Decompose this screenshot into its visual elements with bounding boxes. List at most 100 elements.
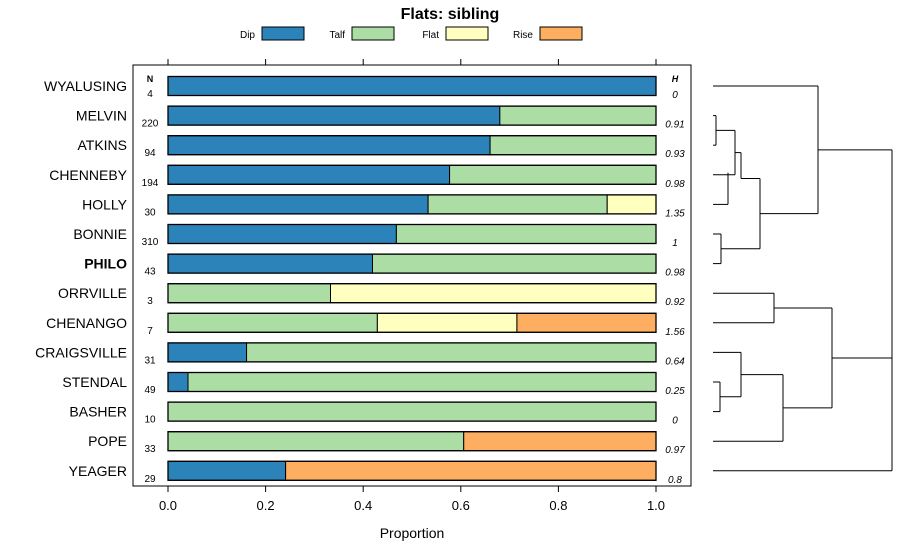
n-value: 29 <box>144 474 156 485</box>
legend-label-talf: Talf <box>329 30 345 41</box>
bar-segment-talf <box>187 372 657 392</box>
category-label: STENDAL <box>62 374 127 390</box>
bar-outline <box>167 75 657 97</box>
bar-row-wyalusing <box>167 75 657 97</box>
category-label: POPE <box>88 433 127 449</box>
n-value: 310 <box>142 237 159 248</box>
bar-segment-talf <box>246 342 657 363</box>
h-value: 1.35 <box>665 208 685 219</box>
category-label: HOLLY <box>82 196 128 212</box>
chart-title: Flats: sibling <box>401 6 500 23</box>
bar-outline <box>167 342 657 363</box>
bar-outline <box>167 253 657 274</box>
x-tick-label: 0.4 <box>354 498 372 513</box>
legend-label-rise: Rise <box>513 30 533 41</box>
top-axis-ticks <box>167 59 657 65</box>
n-header: N <box>147 74 154 84</box>
bar-outline <box>167 283 657 304</box>
bar-segment-dip <box>167 105 501 126</box>
bar-segment-flat <box>330 283 657 304</box>
bar-outline <box>167 105 657 126</box>
category-label: ATKINS <box>77 137 127 153</box>
bar-row-bonnie <box>167 223 657 245</box>
plot-frame <box>132 64 692 487</box>
bar-row-pope <box>167 431 657 452</box>
h-value: 0.97 <box>665 445 685 456</box>
category-label: CHENANGO <box>46 315 127 331</box>
bar-segment-dip <box>167 194 429 215</box>
h-value: 0.8 <box>668 475 682 486</box>
bar-row-yeager <box>167 460 657 481</box>
h-value: 0 <box>672 90 678 101</box>
bar-outline <box>167 312 657 333</box>
bar-segment-flat <box>606 194 657 215</box>
x-tick-label: 1.0 <box>647 498 665 513</box>
legend-swatch-dip <box>261 26 305 41</box>
n-value: 49 <box>144 385 156 396</box>
bar-row-orrville <box>167 283 657 304</box>
n-value: 10 <box>144 415 156 426</box>
n-value: 31 <box>144 355 156 366</box>
bar-row-chenneby <box>167 164 657 185</box>
x-axis: 0.0 0.2 0.4 0.6 0.8 1.0 <box>159 486 665 513</box>
bar-row-craigsville <box>167 342 657 363</box>
category-label: CRAIGSVILLE <box>35 344 127 360</box>
bar-segment-talf <box>167 283 332 304</box>
category-label: YEAGER <box>69 463 127 479</box>
bar-segment-talf <box>167 431 465 452</box>
n-value: 30 <box>144 207 156 218</box>
bar-segment-talf <box>395 224 657 244</box>
n-value: 3 <box>147 296 153 307</box>
h-value: 0.93 <box>665 149 685 160</box>
h-value: 0.64 <box>665 356 685 367</box>
legend-swatch-rise <box>539 26 583 41</box>
h-column: H 0 0.91 0.93 0.98 1.35 1 0.98 0.92 1.56 0.64 0.25 0… <box>665 74 685 486</box>
category-label: BASHER <box>69 404 127 420</box>
h-value: 1 <box>672 238 678 249</box>
legend: Dip Talf Flat Rise <box>240 26 583 41</box>
legend-label-flat: Flat <box>422 30 439 41</box>
n-value: 7 <box>147 326 153 337</box>
category-label: PHILO <box>84 256 127 272</box>
n-value: 4 <box>147 89 153 100</box>
bar-segment-talf <box>489 135 657 156</box>
h-value: 0.91 <box>665 120 684 131</box>
h-value: 0.98 <box>665 179 685 190</box>
bar-segment-flat <box>376 312 518 333</box>
bar-segment-dip <box>167 224 397 244</box>
bar-outline <box>167 460 657 481</box>
bar-segment-dip <box>167 372 189 392</box>
category-label: CHENNEBY <box>49 167 127 183</box>
bar-outline <box>167 135 657 156</box>
bar-outline <box>167 223 657 245</box>
bar-outline <box>167 401 657 422</box>
bar-segment-talf <box>449 164 657 185</box>
legend-swatch-talf <box>351 26 395 41</box>
bar-segment-talf <box>167 401 657 422</box>
bar-segment-talf <box>499 105 657 126</box>
x-tick-label: 0.8 <box>549 498 567 513</box>
n-value: 43 <box>144 267 156 278</box>
h-value: 1.56 <box>665 327 685 338</box>
n-value: 33 <box>144 444 156 455</box>
bar-row-holly <box>167 194 657 215</box>
bar-segment-dip <box>167 164 451 185</box>
legend-label-dip: Dip <box>240 30 255 41</box>
h-value: 0.25 <box>665 386 685 397</box>
h-value: 0.92 <box>665 297 685 308</box>
bar-outline <box>167 194 657 215</box>
bar-outline <box>167 164 657 185</box>
dendrogram <box>713 85 893 472</box>
bar-segment-talf <box>427 194 608 215</box>
bar-row-melvin <box>167 105 657 126</box>
category-label: BONNIE <box>73 226 127 242</box>
bar-segment-talf <box>371 253 657 274</box>
x-tick-label: 0.0 <box>159 498 177 513</box>
bar-segment-dip <box>167 253 373 274</box>
bar-row-basher <box>167 401 657 422</box>
h-header: H <box>672 74 679 84</box>
n-value: 94 <box>144 148 156 159</box>
bar-segment-talf <box>167 312 378 333</box>
bar-segment-rise <box>463 431 657 452</box>
